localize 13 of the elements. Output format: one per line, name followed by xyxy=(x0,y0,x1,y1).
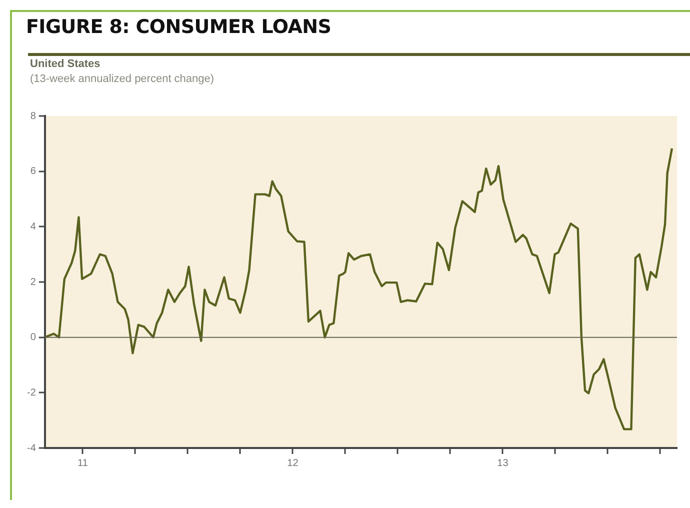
chart-title: FIGURE 8: CONSUMER LOANS xyxy=(26,16,332,38)
y-axis-title: (13-week annualized percent change) xyxy=(30,73,214,85)
x-tick-label: 13 xyxy=(497,458,509,469)
y-tick-label: 2 xyxy=(30,276,36,288)
x-tick-label: 11 xyxy=(77,458,88,469)
y-tick-label: 6 xyxy=(30,166,36,178)
x-tick-label: 12 xyxy=(287,458,299,469)
y-tick-label: 8 xyxy=(30,110,36,122)
chart-subtitle: United States xyxy=(30,58,100,70)
y-tick-label: -2 xyxy=(26,387,36,398)
y-tick-label: 4 xyxy=(30,221,36,232)
y-tick-label: -4 xyxy=(26,442,36,454)
y-tick-label: 0 xyxy=(30,332,36,344)
